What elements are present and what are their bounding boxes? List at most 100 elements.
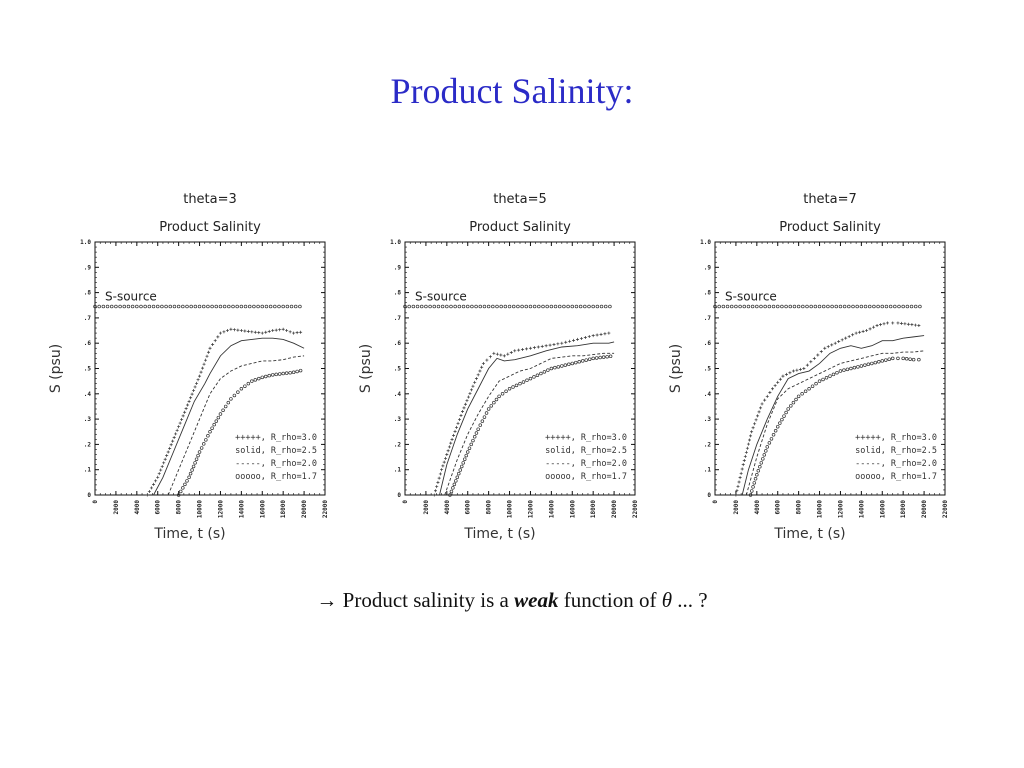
data-point [541, 304, 545, 309]
data-point [587, 335, 591, 339]
data-point [734, 304, 738, 309]
data-point [591, 356, 595, 361]
data-point [584, 358, 588, 362]
data-point [880, 304, 885, 309]
y-tick-label: .1 [704, 467, 712, 474]
data-point [267, 373, 271, 378]
data-point [607, 331, 611, 335]
data-point [760, 402, 764, 406]
data-point [813, 304, 818, 309]
data-point [824, 376, 829, 380]
data-point [407, 304, 411, 309]
data-point [888, 304, 893, 309]
data-point [865, 329, 869, 333]
data-point [143, 304, 147, 309]
legend-entry: +++++, R_rho=3.0 [235, 433, 317, 443]
data-point [896, 321, 900, 325]
data-point [195, 381, 199, 385]
data-point [471, 384, 475, 388]
data-point [855, 304, 859, 309]
data-point [603, 304, 608, 309]
data-point [210, 426, 214, 430]
legend-entry: solid, R_rho=2.5 [545, 446, 627, 456]
data-point [268, 304, 273, 309]
data-point [206, 434, 210, 438]
data-point [446, 449, 450, 453]
data-point [284, 371, 289, 375]
data-point [462, 457, 467, 461]
data-point [572, 338, 576, 342]
data-point [901, 356, 905, 361]
data-point [464, 453, 468, 458]
data-point [905, 304, 910, 309]
data-point [474, 431, 479, 435]
data-point [866, 362, 871, 367]
data-point [752, 481, 757, 485]
data-point [190, 468, 194, 472]
data-point [257, 331, 261, 335]
data-point [178, 421, 182, 425]
data-point [528, 304, 533, 309]
chart-subtitle: Product Salinity [469, 220, 571, 235]
data-point [288, 330, 292, 334]
data-point [595, 304, 600, 309]
data-point [506, 352, 510, 356]
data-point [291, 370, 296, 375]
data-point [717, 304, 721, 309]
data-point [605, 354, 609, 359]
data-point [450, 437, 454, 441]
data-point [159, 468, 163, 472]
data-point [218, 412, 223, 416]
data-point [570, 361, 575, 366]
data-point [278, 328, 282, 332]
data-point [236, 328, 240, 332]
data-point [473, 380, 477, 384]
caption-pre: Product salinity is a [342, 588, 509, 612]
data-point [453, 429, 457, 433]
y-tick-label: .5 [704, 366, 712, 373]
x-tick-label: 6000 [155, 500, 162, 515]
data-point [778, 421, 782, 425]
data-point [218, 331, 222, 335]
x-tick-label: 2000 [733, 500, 740, 515]
data-point [525, 347, 529, 351]
theta-symbol: θ [661, 588, 673, 612]
data-point [863, 304, 868, 309]
data-point [169, 443, 173, 447]
data-point [511, 304, 516, 309]
y-tick-label: .7 [704, 315, 712, 322]
x-tick-label: 6000 [465, 500, 472, 515]
arrow-glyph: → [316, 588, 338, 612]
data-point [767, 441, 772, 445]
data-point [765, 394, 769, 398]
data-point [893, 304, 897, 309]
data-point [743, 454, 747, 458]
data-point [199, 370, 203, 374]
data-point [467, 446, 472, 450]
data-point [213, 339, 217, 343]
data-point [253, 330, 257, 334]
data-point [842, 368, 846, 372]
slide-title: Product Salinity: [390, 71, 634, 111]
data-point [587, 357, 592, 361]
y-tick-label: .3 [84, 416, 92, 423]
data-point [540, 344, 544, 348]
data-point [204, 438, 208, 442]
data-point [745, 446, 749, 450]
data-point [872, 325, 876, 329]
y-tick-label: .6 [394, 340, 402, 347]
data-point [753, 422, 757, 426]
data-point [461, 461, 465, 465]
data-point [147, 489, 151, 493]
data-point [168, 304, 173, 309]
data-point [739, 471, 743, 475]
data-point [729, 304, 734, 309]
data-point [198, 374, 202, 378]
y-axis-label: S (psu) [358, 344, 374, 393]
data-point [812, 356, 816, 360]
data-point [295, 369, 299, 374]
data-point [480, 365, 484, 369]
data-point [458, 417, 462, 421]
data-point [750, 489, 754, 493]
data-point [830, 343, 834, 347]
